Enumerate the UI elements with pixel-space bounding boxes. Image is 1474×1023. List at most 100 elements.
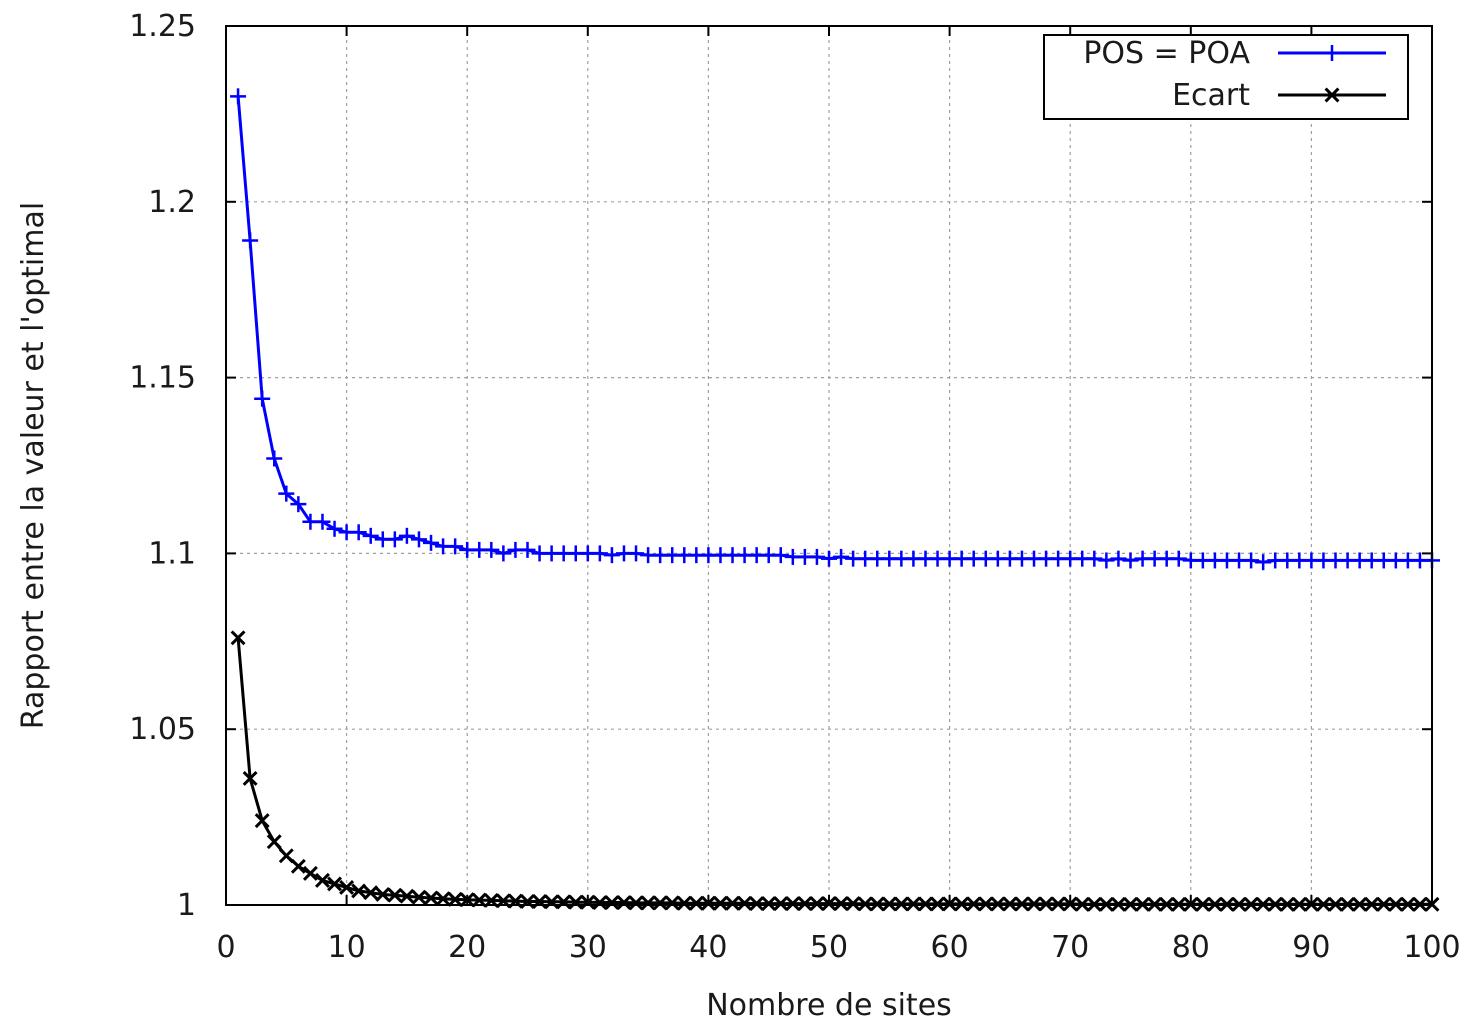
data-point [290, 496, 307, 513]
x-tick-label: 70 [1051, 930, 1089, 965]
y-tick-label: 1.05 [129, 712, 196, 747]
data-point [398, 527, 415, 544]
data-point [544, 894, 560, 910]
data-point [483, 541, 500, 558]
data-point [785, 896, 801, 912]
data-point [242, 232, 259, 249]
data-point [616, 895, 632, 910]
data-point [821, 550, 837, 567]
data-point [1243, 552, 1260, 569]
series-pos-poa [230, 88, 1440, 571]
legend-sample-ecart [1278, 87, 1386, 103]
data-point [833, 548, 850, 565]
data-point [628, 895, 644, 911]
x-tick-label: 40 [689, 930, 727, 965]
x-tick-label: 30 [569, 930, 607, 965]
y-axis-ticks: 1 1.05 1.1 1.15 1.2 1.25 [129, 9, 1432, 923]
data-point [833, 896, 849, 912]
data-point [664, 895, 680, 911]
legend-label-pos-poa: POS = POA [1083, 36, 1250, 71]
data-point [1122, 552, 1139, 569]
data-point [387, 887, 403, 903]
series-line [236, 637, 1432, 906]
data-point [327, 876, 343, 892]
data-point [399, 888, 415, 904]
data-point [447, 538, 464, 555]
data-point [315, 872, 330, 888]
series-line [236, 96, 1432, 564]
data-point [351, 883, 367, 899]
data-point [423, 890, 439, 906]
data-point [797, 896, 813, 912]
x-axis-ticks: 0 10 20 30 40 50 60 70 80 90 100 [216, 26, 1461, 965]
data-point [302, 865, 318, 881]
data-point [591, 545, 608, 562]
data-point [749, 896, 765, 912]
y-tick-label: 1.1 [148, 536, 196, 571]
data-point [761, 896, 777, 912]
data-point [362, 527, 379, 544]
data-point [712, 895, 728, 911]
x-axis-label: Nombre de sites [706, 988, 952, 1023]
data-point [350, 524, 367, 541]
x-tick-label: 90 [1292, 930, 1330, 965]
data-point [386, 531, 403, 548]
data-point [809, 896, 825, 912]
data-point [278, 848, 294, 864]
data-point [930, 896, 946, 912]
data-point [772, 547, 789, 564]
x-tick-label: 100 [1403, 930, 1460, 965]
x-tick-label: 10 [328, 930, 366, 965]
data-point [688, 895, 704, 911]
y-tick-label: 1.25 [129, 9, 196, 44]
data-point [447, 891, 463, 907]
data-point [314, 513, 331, 530]
data-point [808, 548, 825, 565]
data-point [411, 889, 427, 905]
data-point [230, 88, 247, 105]
legend: POS = POA Ecart [1043, 34, 1409, 120]
data-point [893, 896, 909, 912]
data-point [519, 541, 536, 558]
data-point [266, 450, 283, 467]
data-point [978, 896, 994, 912]
x-tick-label: 0 [216, 930, 235, 965]
legend-sample-pos-poa [1278, 45, 1386, 61]
data-point [339, 879, 355, 895]
data-point [1014, 896, 1030, 912]
data-point [242, 770, 258, 786]
data-point [435, 891, 451, 907]
data-point [278, 485, 295, 502]
data-point [1110, 550, 1127, 567]
data-point [1026, 896, 1042, 912]
data-point [954, 896, 970, 912]
x-tick-label: 50 [810, 930, 848, 965]
data-point [266, 834, 282, 850]
plot-frame [225, 25, 1433, 906]
x-tick-label: 60 [931, 930, 969, 965]
data-point [869, 896, 885, 912]
data-point [652, 895, 668, 911]
data-point [737, 895, 753, 911]
data-point [254, 813, 270, 829]
data-point [1170, 550, 1187, 567]
data-point [375, 886, 391, 902]
data-point [410, 531, 427, 548]
data-point [592, 895, 608, 910]
data-point [881, 896, 897, 912]
y-tick-label: 1.15 [129, 361, 196, 396]
legend-label-ecart: Ecart [1172, 78, 1250, 113]
series-group [230, 88, 1440, 912]
data-point [1002, 896, 1018, 912]
y-tick-label: 1.2 [148, 185, 196, 220]
data-point [604, 895, 620, 910]
data-point [603, 547, 620, 564]
data-point [363, 885, 379, 901]
data-point [326, 520, 343, 537]
data-point [725, 895, 740, 911]
data-point [990, 896, 1006, 912]
data-point [676, 895, 692, 911]
legend-marker [1324, 87, 1340, 103]
data-point [845, 896, 861, 912]
data-point [640, 895, 656, 911]
